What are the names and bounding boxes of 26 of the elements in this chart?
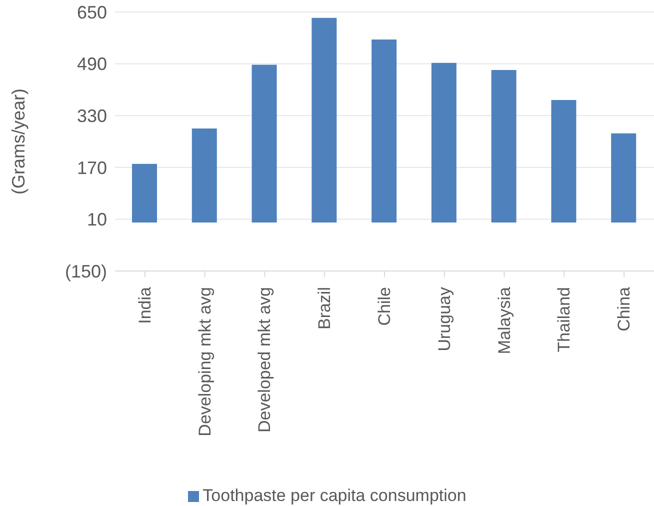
y-tick-label: 330: [76, 106, 107, 126]
y-tick-label: (150): [64, 261, 107, 282]
y-tick-label: 10: [86, 210, 107, 230]
bar: [491, 70, 516, 222]
bar: [252, 64, 277, 222]
x-tick-label: Thailand: [554, 287, 574, 352]
bar: [611, 133, 636, 222]
y-tick-label: 170: [76, 158, 107, 178]
legend-label: Toothpaste per capita consumption: [202, 486, 466, 505]
x-tick-label: Malaysia: [494, 286, 514, 354]
x-tick-label: India: [135, 286, 154, 324]
y-tick-label: 650: [76, 2, 107, 22]
bar: [312, 18, 337, 222]
bar: [132, 164, 157, 222]
bar: [372, 40, 397, 222]
bar: [431, 62, 456, 222]
y-tick-label: 490: [76, 54, 107, 74]
bar: [192, 128, 217, 222]
x-tick-label: Brazil: [315, 287, 334, 330]
x-tick-label: Uruguay: [434, 286, 454, 352]
x-tick-label: Developing mkt avg: [195, 287, 214, 436]
x-tick-label: China: [614, 286, 634, 332]
y-axis-title: (Grams/year): [8, 88, 28, 195]
bar: [551, 100, 576, 222]
x-tick-label: Chile: [375, 287, 394, 326]
x-tick-label: Developed mkt avg: [255, 287, 274, 433]
